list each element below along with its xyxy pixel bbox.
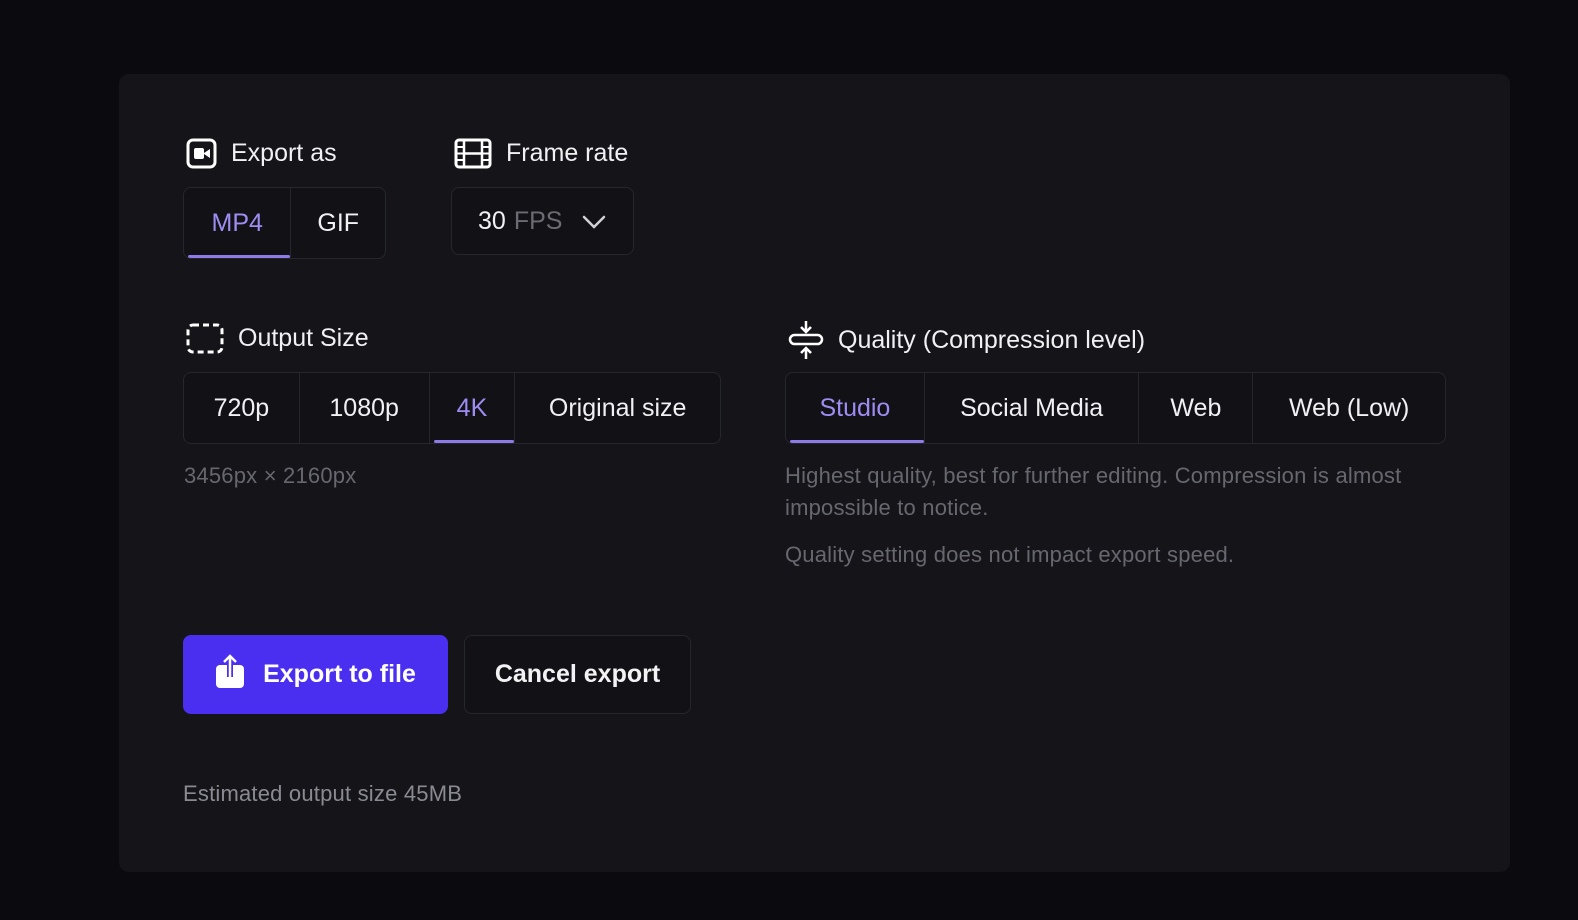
output-dimensions: 3456px × 2160px: [184, 463, 357, 488]
export-format-selector: MP4 GIF: [183, 187, 386, 259]
size-option-original[interactable]: Original size: [548, 393, 687, 422]
size-option-4k[interactable]: 4K: [430, 373, 516, 443]
size-option-1080p[interactable]: 1080p: [300, 373, 430, 443]
film-icon: [454, 138, 492, 169]
format-option-mp4[interactable]: MP4: [184, 188, 292, 258]
export-as-text: Export as: [231, 139, 337, 167]
format-option-gif[interactable]: GIF: [317, 208, 360, 237]
size-option-720p[interactable]: 720p: [184, 373, 300, 443]
output-size-selector: 720p 1080p 4K Original size: [183, 372, 721, 444]
compress-icon: [788, 320, 824, 360]
cancel-export-button[interactable]: Cancel export: [464, 635, 691, 714]
quality-option-web[interactable]: Web: [1139, 373, 1254, 443]
share-icon: [215, 651, 245, 696]
output-size-text: Output Size: [238, 324, 369, 352]
quality-selector: Studio Social Media Web Web (Low): [785, 372, 1446, 444]
quality-option-social-media[interactable]: Social Media: [925, 373, 1140, 443]
output-size-label: Output Size: [186, 323, 369, 354]
frame-rate-dropdown[interactable]: 30 FPS: [451, 187, 634, 255]
quality-note: Quality setting does not impact export s…: [785, 542, 1235, 567]
quality-description: Highest quality, best for further editin…: [785, 463, 1402, 520]
chevron-down-icon: [582, 207, 606, 236]
video-icon: [186, 138, 217, 169]
quality-option-studio[interactable]: Studio: [786, 373, 925, 443]
quality-label: Quality (Compression level): [788, 320, 1145, 360]
frame-rate-text: Frame rate: [506, 139, 629, 167]
frame-rate-label: Frame rate: [454, 138, 628, 169]
export-button-label: Export to file: [263, 660, 416, 688]
estimated-output-size: Estimated output size 45MB: [183, 781, 463, 806]
quality-option-web-low[interactable]: Web (Low): [1288, 393, 1410, 422]
export-as-label: Export as: [186, 138, 337, 169]
dashed-frame-icon: [186, 323, 224, 354]
frame-rate-unit: FPS: [513, 206, 563, 235]
quality-text: Quality (Compression level): [838, 325, 1146, 354]
export-to-file-button[interactable]: Export to file: [183, 635, 448, 714]
frame-rate-value: 30: [478, 206, 506, 235]
